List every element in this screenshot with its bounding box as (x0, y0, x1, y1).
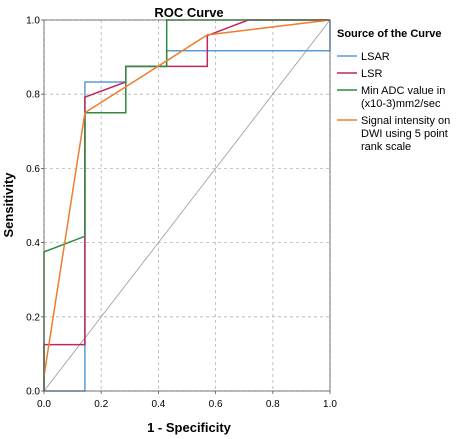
y-tick-label: 1.0 (26, 16, 40, 27)
x-tick-label: 1.0 (323, 399, 337, 410)
x-tick-label: 0.0 (37, 399, 51, 410)
x-tick-label: 0.4 (151, 399, 165, 410)
x-tick-label: 0.8 (266, 399, 280, 410)
y-tick-label: 0.2 (26, 312, 40, 323)
legend-label-series-4: Signal intensity on DWI using 5 point rank… (361, 115, 450, 153)
y-axis-ticks: 0.0 0.2 0.4 0.6 0.8 1.0 (26, 16, 44, 398)
plot-frame (43, 19, 331, 392)
roc-line-series-3 (43, 19, 330, 391)
legend: Source of the Curve LSAR LSR Min ADC value… (337, 28, 450, 153)
x-axis-ticks: 0.0 0.2 0.4 0.6 0.8 1.0 (37, 391, 337, 410)
y-tick-label: 0.0 (26, 387, 40, 398)
legend-label-series-2: LSR (361, 68, 382, 80)
legend-title: Source of the Curve (337, 28, 442, 40)
legend-label-series-3: Min ADC value in (x10-3)mm2/sec (361, 85, 445, 110)
chart-title: ROC Curve (154, 5, 223, 20)
series-layer (43, 19, 331, 392)
x-axis-label: 1 - Specificity (147, 420, 232, 435)
y-axis-label: Sensitivity (1, 172, 16, 238)
reference-diagonal (43, 19, 331, 392)
roc-line-series-4 (43, 19, 331, 377)
x-tick-label: 0.2 (94, 399, 108, 410)
x-tick-label: 0.6 (209, 399, 223, 410)
y-tick-label: 0.8 (26, 90, 40, 101)
legend-label-series-1: LSAR (361, 51, 390, 63)
y-tick-label: 0.6 (26, 164, 40, 175)
y-tick-label: 0.4 (26, 238, 40, 249)
